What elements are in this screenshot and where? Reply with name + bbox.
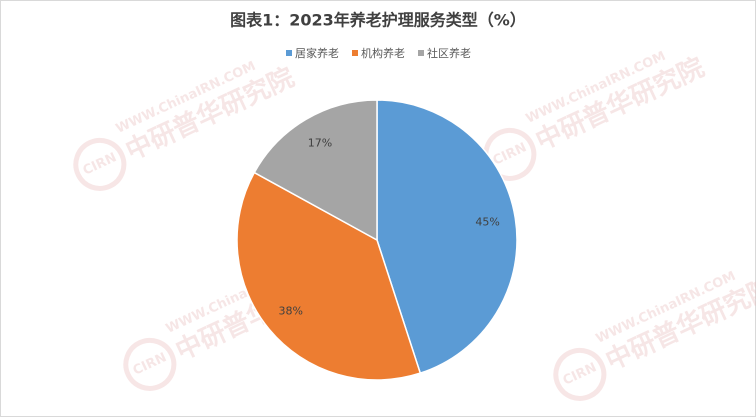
- legend-label: 居家养老: [295, 46, 339, 60]
- data-label: 17%: [308, 137, 332, 150]
- watermark-logo-ring: [73, 137, 127, 191]
- pie-slice: [236, 171, 422, 381]
- legend-swatch: [352, 50, 358, 56]
- legend-swatch: [418, 50, 424, 56]
- watermark-logo-ring: [553, 347, 607, 401]
- watermark-logo-ring: [123, 337, 177, 391]
- pie-slice: [376, 99, 518, 375]
- legend-swatch: [286, 50, 292, 56]
- legend-label: 机构养老: [361, 46, 405, 60]
- data-label: 38%: [278, 304, 302, 317]
- data-label: 45%: [475, 215, 499, 228]
- legend: 居家养老 机构养老 社区养老: [286, 46, 471, 60]
- pie: 45% 38% 17%: [236, 99, 518, 381]
- pie-slice: [253, 99, 378, 242]
- chart-title: 图表1：2023年养老护理服务类型（%）: [230, 11, 526, 30]
- legend-label: 社区养老: [427, 46, 471, 60]
